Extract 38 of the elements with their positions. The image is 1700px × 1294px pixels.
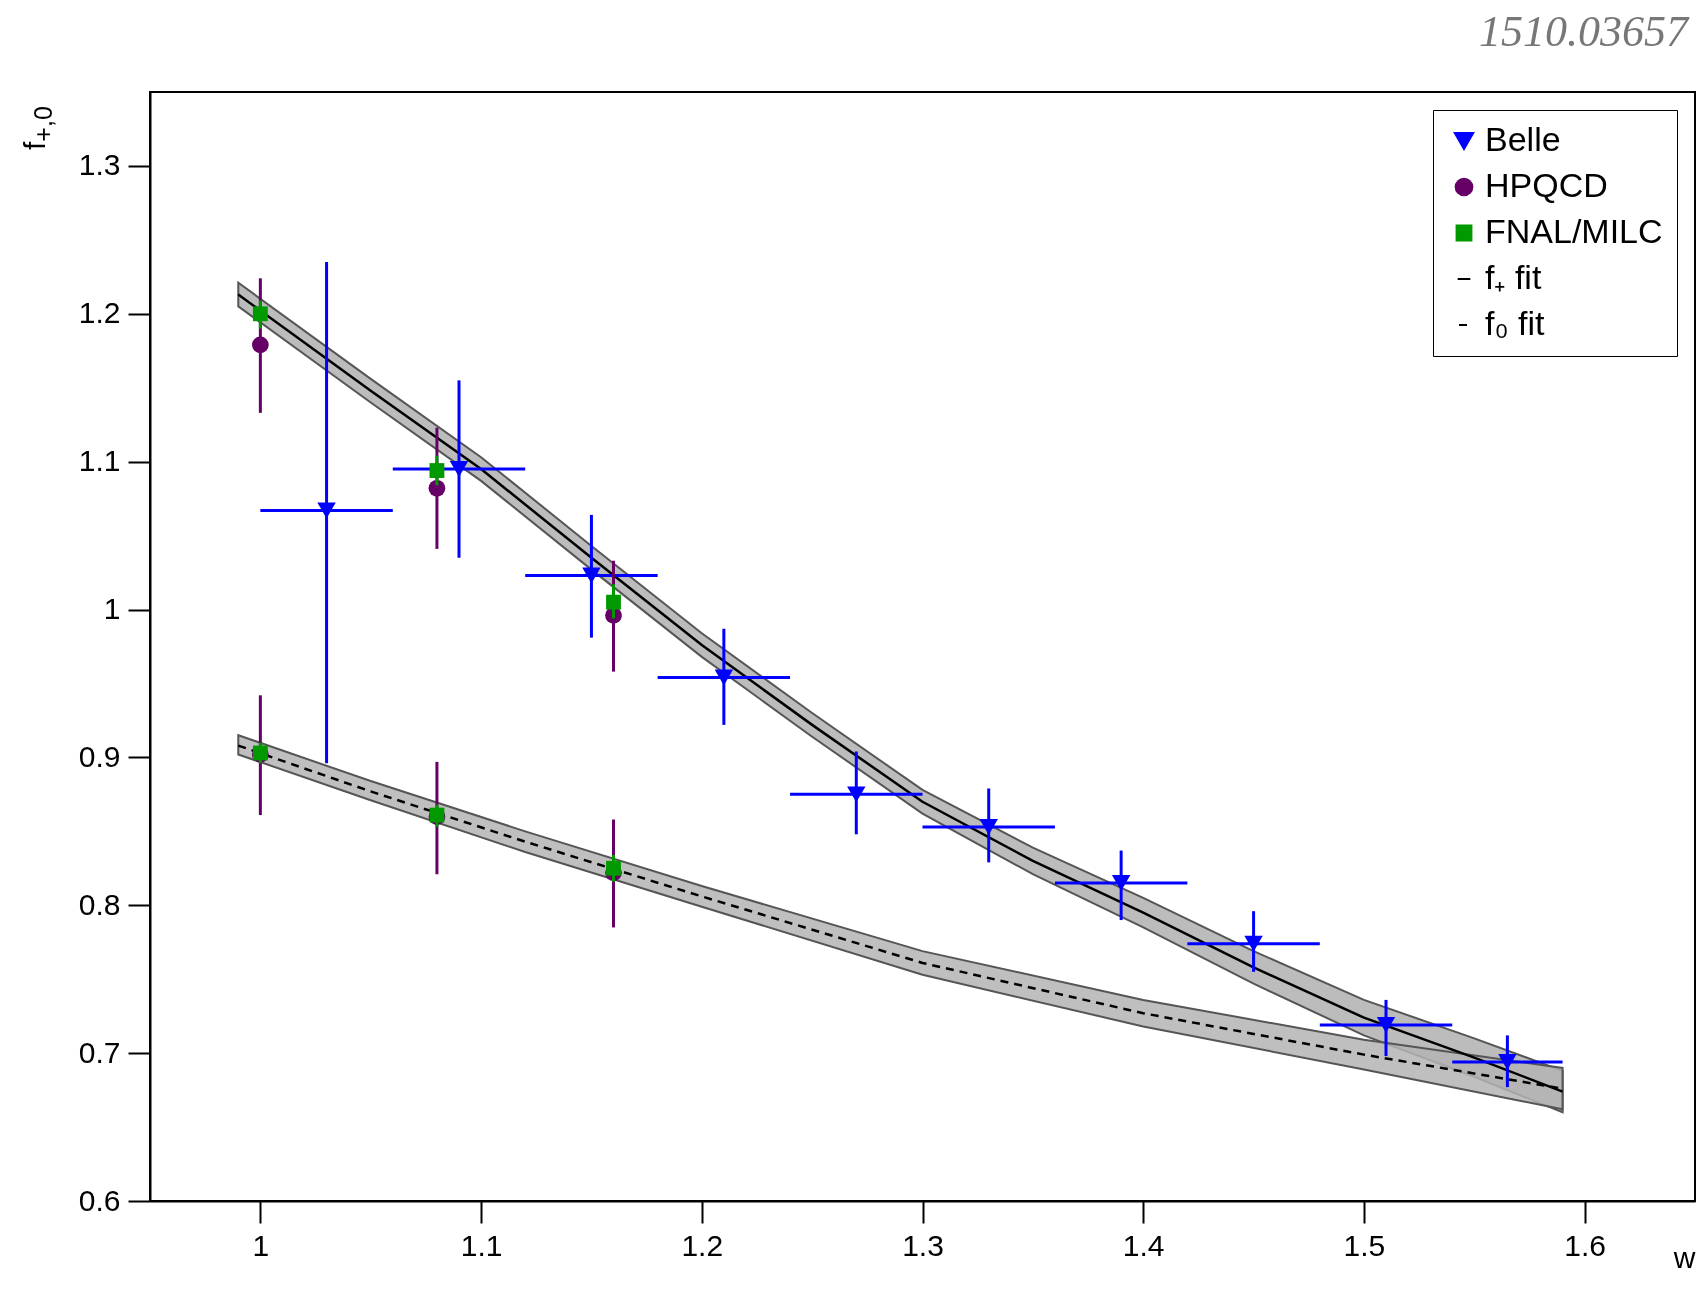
y-tick-label: 0.8 bbox=[78, 887, 121, 921]
point bbox=[714, 669, 734, 686]
point bbox=[979, 818, 998, 835]
point bbox=[1498, 1054, 1517, 1070]
x-tick-label: 1.1 bbox=[460, 1228, 503, 1262]
legend-label: Belle bbox=[1485, 120, 1561, 158]
point bbox=[1244, 935, 1263, 952]
legend-label: HPQCD bbox=[1485, 166, 1608, 204]
x-tick-label: 1.2 bbox=[681, 1228, 724, 1262]
x-tick-label: 1.3 bbox=[902, 1228, 944, 1262]
x-tick-label: 1.5 bbox=[1343, 1228, 1386, 1262]
text: 1510.03657 bbox=[1479, 6, 1688, 57]
x-axis-title: w bbox=[1672, 1240, 1696, 1274]
legend-label: f₀ fit bbox=[1485, 304, 1545, 342]
point bbox=[606, 594, 621, 610]
point bbox=[429, 463, 445, 478]
point bbox=[428, 479, 446, 497]
y-tick-label: 0.6 bbox=[78, 1183, 121, 1217]
point bbox=[1376, 1017, 1396, 1034]
x-tick-label: 1.6 bbox=[1564, 1228, 1606, 1262]
point bbox=[847, 786, 866, 803]
point bbox=[251, 336, 269, 354]
legend-label: FNAL/MILC bbox=[1485, 212, 1663, 250]
point bbox=[1111, 875, 1131, 892]
y-tick-label: 0.9 bbox=[78, 739, 121, 773]
point bbox=[317, 502, 336, 519]
y-tick-label: 1.2 bbox=[78, 296, 121, 330]
y-tick-label: 1 bbox=[103, 592, 121, 626]
y-tick-label: 1.3 bbox=[78, 148, 121, 182]
legend-label: f₊ fit bbox=[1485, 258, 1542, 296]
point bbox=[252, 306, 268, 322]
y-tick-label: 1.1 bbox=[78, 444, 121, 478]
point bbox=[582, 567, 601, 584]
x-tick-label: 1 bbox=[252, 1228, 270, 1262]
point bbox=[449, 461, 469, 478]
x-tick-label: 1.4 bbox=[1122, 1228, 1165, 1262]
point bbox=[606, 860, 621, 876]
y-tick-label: 0.7 bbox=[78, 1035, 121, 1069]
